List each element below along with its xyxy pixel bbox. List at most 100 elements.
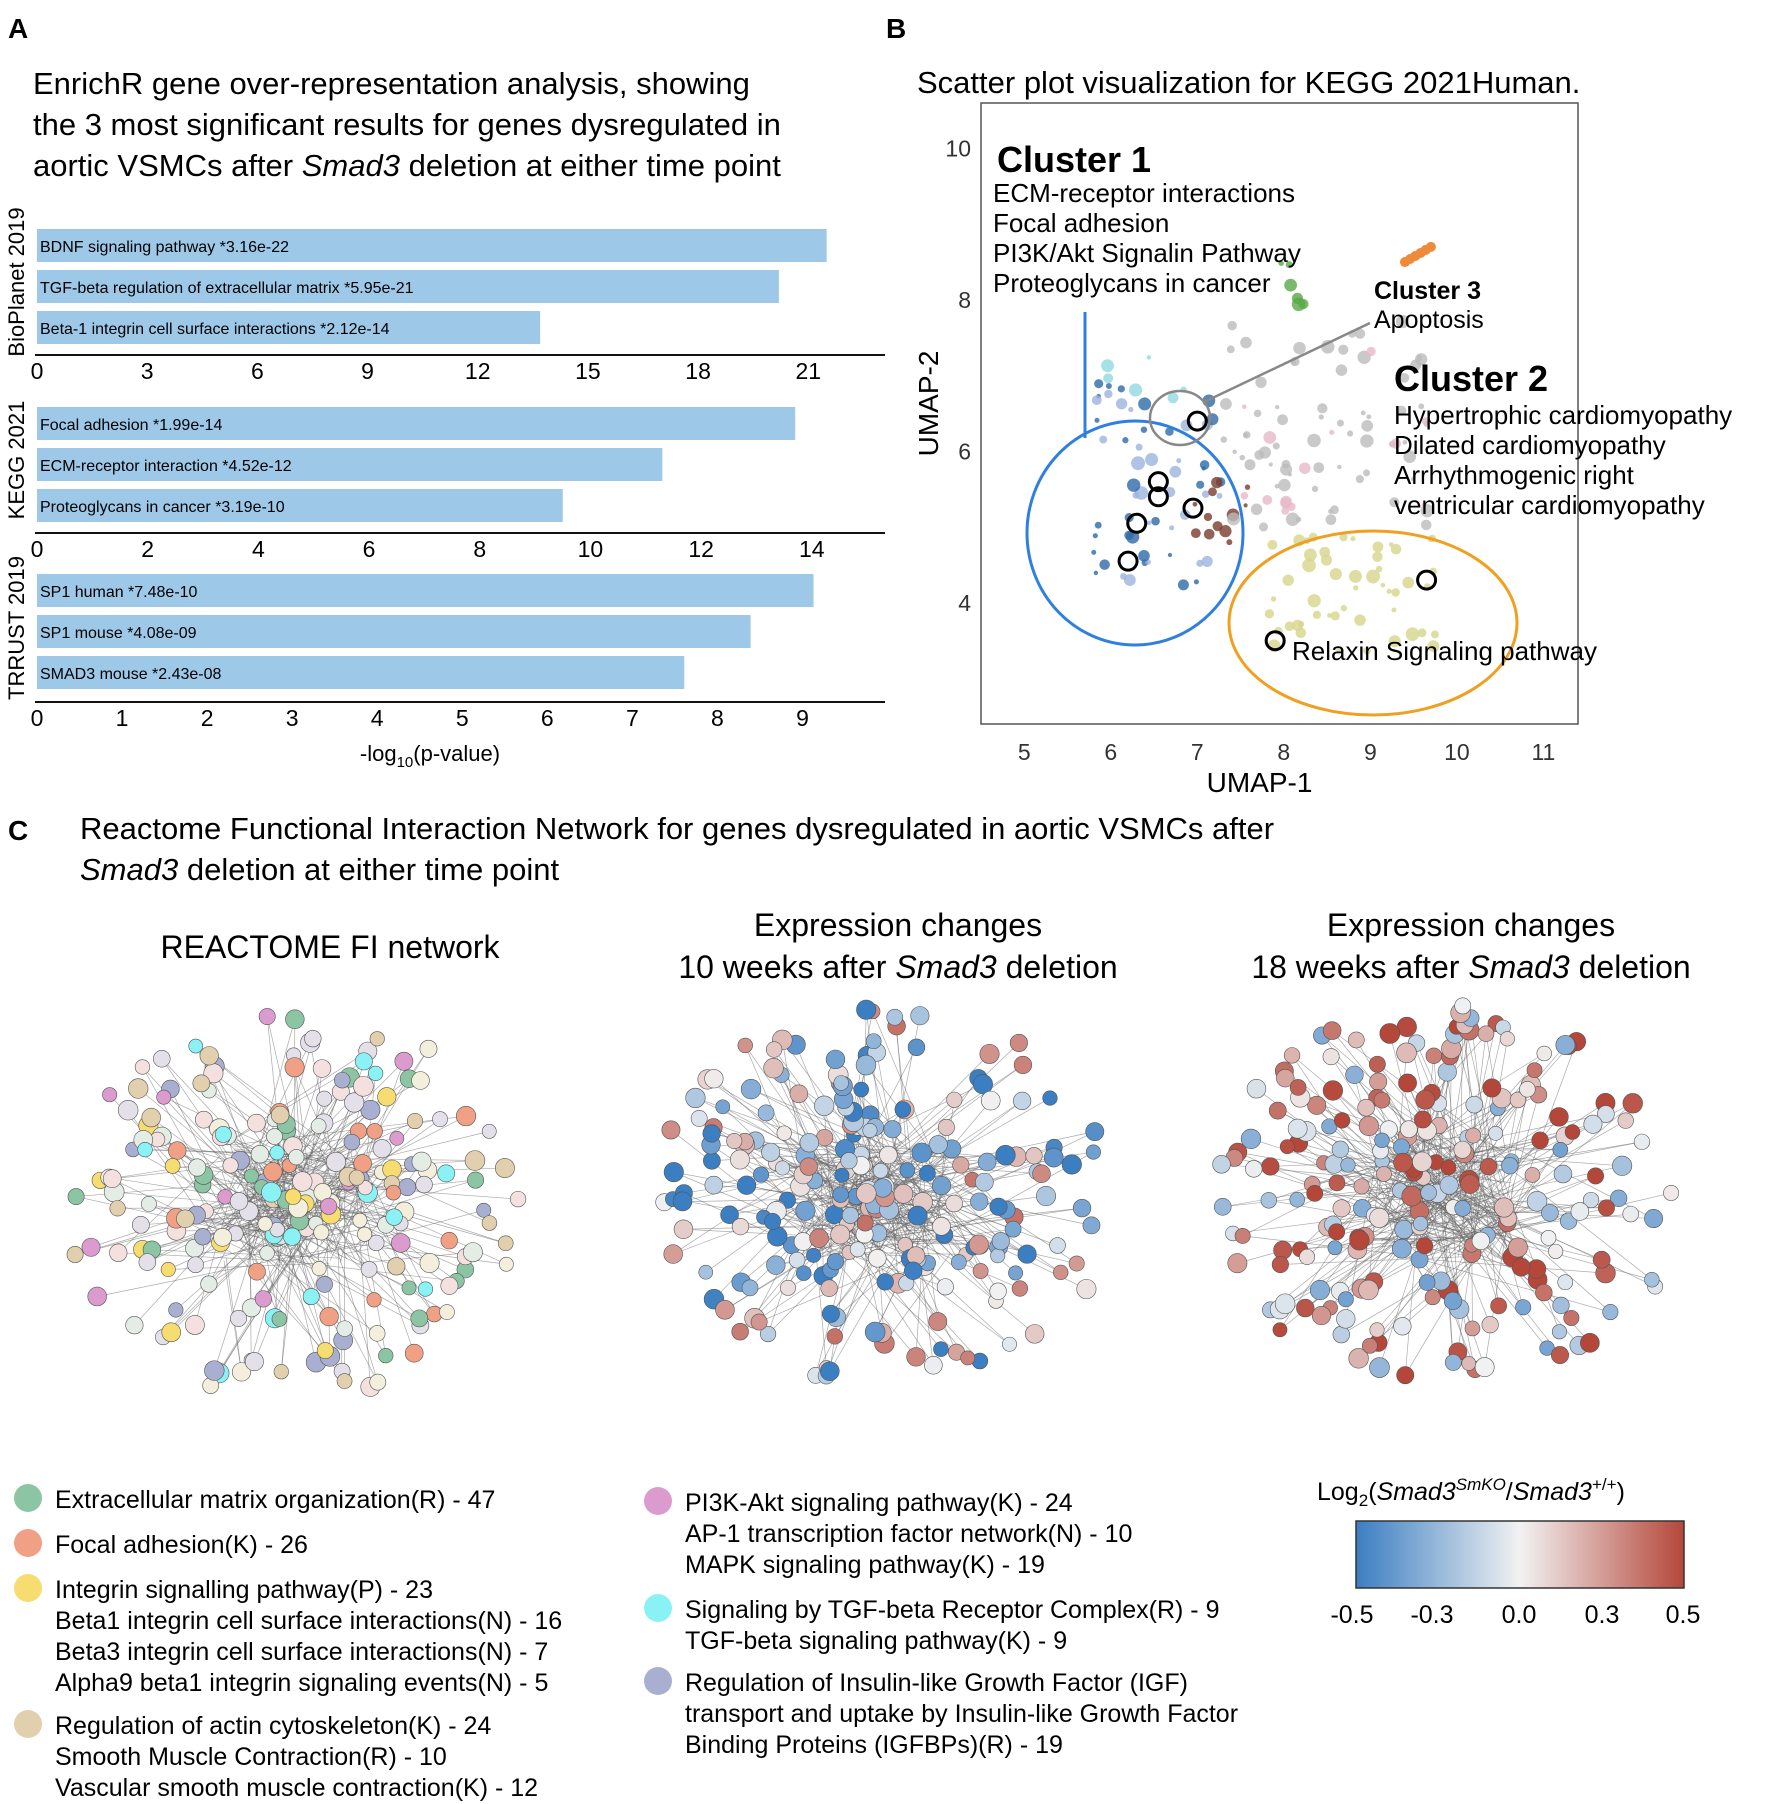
network-node (726, 1132, 743, 1150)
network-node (188, 1038, 204, 1054)
network-node (1596, 1105, 1615, 1123)
network-node (1212, 1155, 1231, 1174)
highlighted-point (1147, 486, 1169, 508)
network-node (1622, 1205, 1639, 1223)
network-node (856, 999, 877, 1020)
network-node (270, 1105, 290, 1125)
network-node (1564, 1124, 1581, 1140)
bar-chart-0: BioPlanet 2019 BDNF signaling pathway *3.… (4, 207, 885, 384)
network-node (1602, 1304, 1619, 1321)
network-edge (1300, 1238, 1392, 1250)
network-edge (142, 1249, 338, 1259)
network-node (1465, 1127, 1482, 1144)
network-node (288, 1149, 305, 1166)
bar (37, 574, 814, 607)
network-node (1289, 1191, 1305, 1208)
scatter-point (1311, 485, 1319, 493)
network-categories (66, 1008, 527, 1397)
network-node (833, 1075, 849, 1091)
highlighted-point (1416, 569, 1438, 591)
network-node (1526, 1062, 1543, 1079)
network-node (1085, 1122, 1105, 1142)
network-node (1396, 1366, 1415, 1385)
network-node (826, 1328, 843, 1345)
network-node (1032, 1164, 1051, 1183)
network-node (1501, 1156, 1519, 1175)
scatter-point (1375, 565, 1383, 573)
network-node (903, 1261, 923, 1280)
legend-label: Beta3 integrin cell surface interactions… (55, 1638, 548, 1666)
scatter-point (1258, 522, 1269, 532)
network-node (258, 1008, 276, 1025)
scatter-point (1366, 414, 1372, 420)
network-node (1552, 1296, 1570, 1314)
network-node (417, 1281, 434, 1297)
network-edge (872, 1011, 934, 1157)
network-node (685, 1087, 706, 1109)
scatter-point (1250, 503, 1263, 516)
network-edge (1400, 1046, 1569, 1239)
network-node (928, 1135, 948, 1155)
network-node (703, 1151, 721, 1170)
legend-swatch (14, 1574, 42, 1602)
network-node (931, 1176, 952, 1196)
network-edge (744, 1045, 848, 1195)
scatter-point (1353, 585, 1359, 591)
network-node (334, 1071, 351, 1089)
cluster1-ring (1025, 419, 1245, 647)
network-node (343, 1133, 361, 1151)
bar-tick-label: 0 (31, 705, 44, 731)
scatter-point (1138, 397, 1152, 411)
cluster2-term: Hypertrophic cardiomyopathy (1394, 400, 1732, 430)
cluster1-term: PI3K/Akt Signalin Pathway (993, 238, 1301, 268)
scatter-point (1366, 569, 1380, 584)
network-node (87, 1286, 107, 1307)
scatter-point (1272, 442, 1280, 450)
network-node (1042, 1090, 1058, 1106)
network-node (353, 1075, 374, 1097)
bar-tick-label: 0 (31, 358, 44, 384)
scatter-point (1329, 568, 1342, 581)
legend-label: PI3K-Akt signaling pathway(K) - 24 (685, 1489, 1073, 1517)
network-node (1555, 1035, 1576, 1055)
network-node (793, 1232, 813, 1251)
network-node (795, 1200, 816, 1221)
network-node (862, 1122, 878, 1139)
scatter-point (1399, 372, 1410, 383)
panel-b-title: Scatter plot visualization for KEGG 2021… (917, 65, 1580, 100)
network-node (1587, 1167, 1604, 1185)
network-node (125, 1316, 144, 1335)
bar-tick-label: 2 (141, 536, 154, 562)
scatter-point (1302, 558, 1316, 573)
network-edge (893, 1194, 960, 1263)
scatter-point (1240, 491, 1249, 500)
scatter-point (1263, 431, 1277, 444)
network-node (864, 1321, 886, 1343)
network-node (952, 1156, 970, 1174)
network-node (247, 1113, 266, 1133)
network-node (372, 1139, 392, 1159)
network-node (1068, 1255, 1085, 1272)
network-node (825, 1049, 846, 1070)
network-node (980, 1090, 1001, 1111)
network-node (1332, 1325, 1350, 1344)
bar-tick-label: 4 (252, 536, 265, 562)
network-node (188, 1158, 207, 1177)
scatter-point (1264, 609, 1275, 619)
relaxin-label: Relaxin Signaling pathway (1292, 636, 1597, 666)
scatter-point (1253, 409, 1262, 418)
network-node (776, 1125, 792, 1141)
network-node (310, 1118, 327, 1134)
scatter-point (1328, 508, 1334, 514)
bar-chart-2: TRRUST 2019 SP1 human *7.48e-10 SP1 mouse … (4, 556, 885, 731)
network-node (1400, 1120, 1418, 1139)
network-node (1013, 1055, 1033, 1075)
colorbar-gradient (1355, 1520, 1685, 1589)
network-node (509, 1190, 527, 1208)
network-node (704, 1069, 724, 1089)
network-node (1597, 1199, 1615, 1217)
network-node (979, 1043, 1000, 1064)
network-node (1580, 1333, 1600, 1353)
network-node (410, 1309, 429, 1328)
